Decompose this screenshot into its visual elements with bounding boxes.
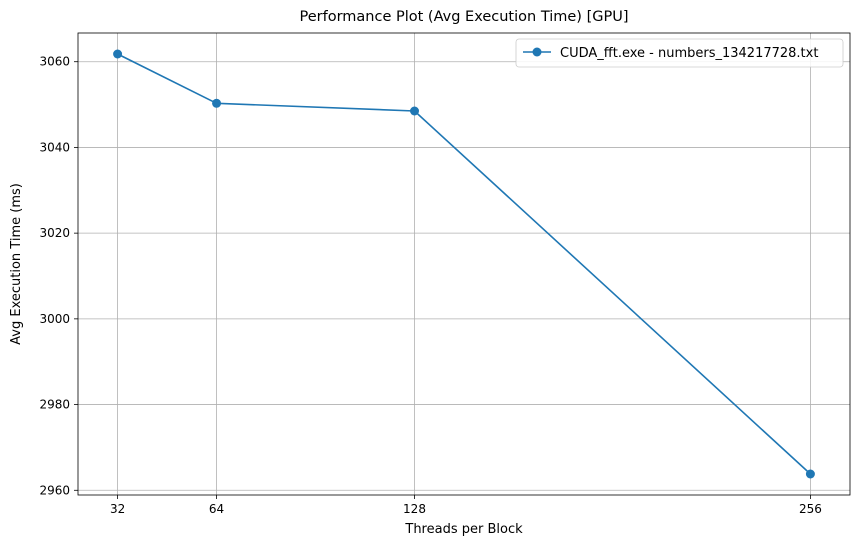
y-tick-label: 3000 bbox=[39, 312, 70, 326]
y-tick-label: 3040 bbox=[39, 140, 70, 154]
series-line bbox=[117, 53, 811, 475]
chart-title: Performance Plot (Avg Execution Time) [G… bbox=[300, 9, 629, 25]
x-tick-label: 256 bbox=[799, 502, 822, 516]
series-layer bbox=[113, 49, 815, 479]
data-point bbox=[805, 469, 815, 479]
legend-label: CUDA_fft.exe - numbers_134217728.txt bbox=[560, 46, 818, 61]
plot-frame bbox=[77, 32, 851, 496]
data-point bbox=[212, 98, 222, 108]
y-tick-label: 2980 bbox=[39, 398, 70, 412]
data-point bbox=[113, 49, 123, 59]
data-point bbox=[410, 106, 420, 116]
x-axis-label: Threads per Block bbox=[404, 522, 523, 537]
legend-box bbox=[515, 38, 844, 68]
legend: CUDA_fft.exe - numbers_134217728.txt bbox=[515, 38, 844, 68]
y-axis-label: Avg Execution Time (ms) bbox=[9, 183, 24, 345]
x-tick-label: 32 bbox=[110, 502, 125, 516]
y-tick-label: 3020 bbox=[39, 226, 70, 240]
axis-ticks: 32 64 128 256 2960 2980 3000 3020 3040 3060 bbox=[39, 55, 821, 516]
legend-marker-swatch bbox=[532, 47, 542, 57]
x-tick-label: 64 bbox=[209, 502, 224, 516]
x-tick-label: 128 bbox=[403, 502, 426, 516]
y-tick-label: 3060 bbox=[39, 55, 70, 69]
y-tick-label: 2960 bbox=[39, 483, 70, 497]
